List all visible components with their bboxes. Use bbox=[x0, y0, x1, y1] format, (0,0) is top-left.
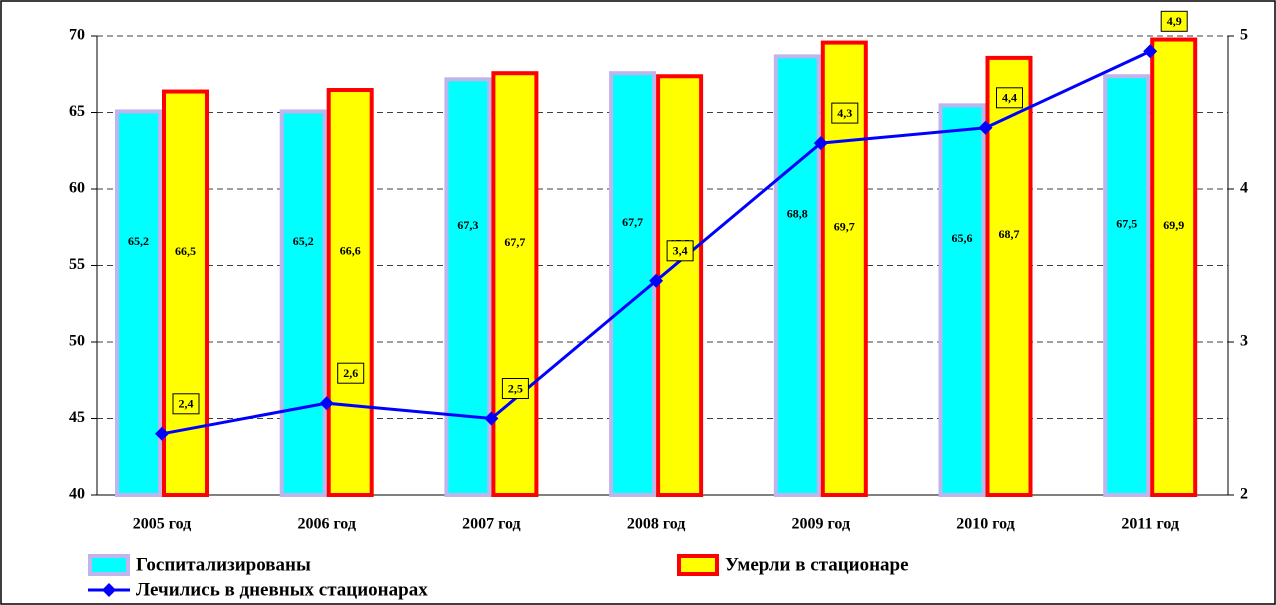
value-label-box bbox=[666, 240, 694, 262]
line-marker bbox=[484, 411, 499, 426]
bar bbox=[609, 71, 657, 497]
value-label: 68,7 bbox=[999, 227, 1020, 241]
line-marker bbox=[978, 120, 993, 135]
value-label: 66,6 bbox=[340, 243, 361, 257]
x-tick-label: 2008 год bbox=[627, 516, 686, 533]
y2-tick-label: 4 bbox=[1240, 180, 1248, 197]
bar bbox=[820, 40, 868, 498]
value-label-box bbox=[1160, 10, 1188, 32]
value-label: 65,2 bbox=[128, 234, 149, 248]
legend-label: Умерли в стационаре bbox=[725, 554, 909, 575]
x-tick-label: 2006 год bbox=[297, 516, 356, 533]
line-marker bbox=[813, 136, 828, 151]
value-label: 67,7 bbox=[622, 215, 643, 229]
bar bbox=[938, 103, 986, 497]
value-label: 68,8 bbox=[787, 206, 808, 220]
value-label-box bbox=[337, 362, 365, 384]
bar bbox=[491, 71, 539, 497]
bar bbox=[444, 77, 492, 497]
y-tick-label: 40 bbox=[69, 486, 85, 503]
x-tick-label: 2011 год bbox=[1121, 516, 1179, 533]
bar bbox=[1103, 74, 1151, 497]
value-label: 2,4 bbox=[179, 397, 194, 411]
value-label: 69,9 bbox=[1163, 218, 1184, 232]
x-tick-label: 2005 год bbox=[133, 516, 192, 533]
value-label-box bbox=[501, 378, 529, 399]
value-label: 67,7 bbox=[504, 235, 525, 249]
legend-swatch bbox=[88, 554, 130, 576]
bar bbox=[279, 109, 327, 497]
value-label: 2,6 bbox=[343, 366, 358, 380]
y-tick-label: 70 bbox=[69, 27, 85, 44]
value-label-box bbox=[172, 393, 200, 415]
value-label-box bbox=[996, 87, 1023, 109]
line-marker bbox=[1143, 44, 1158, 59]
value-label: 69,7 bbox=[834, 220, 855, 234]
legend-label: Госпитализированы bbox=[136, 554, 311, 575]
value-label: 66,5 bbox=[175, 244, 196, 258]
y-tick-label: 50 bbox=[69, 333, 85, 350]
bar bbox=[326, 88, 374, 498]
y-tick-label: 55 bbox=[69, 256, 85, 273]
y2-tick-label: 5 bbox=[1240, 27, 1248, 44]
y2-tick-label: 2 bbox=[1240, 486, 1248, 503]
value-label-box bbox=[831, 102, 859, 124]
value-label: 65,6 bbox=[952, 231, 973, 245]
line-marker bbox=[649, 273, 664, 288]
value-label: 65,2 bbox=[293, 234, 314, 248]
legend-swatch bbox=[677, 554, 719, 576]
bar bbox=[162, 89, 209, 498]
value-label: 4,3 bbox=[837, 106, 852, 120]
bar bbox=[773, 54, 821, 498]
line-marker bbox=[155, 426, 169, 441]
legend-label: Лечились в дневных стационарах bbox=[136, 579, 428, 600]
bar bbox=[1150, 37, 1198, 497]
x-tick-label: 2007 год bbox=[462, 516, 521, 533]
x-tick-label: 2010 год bbox=[956, 516, 1015, 533]
value-label: 4,9 bbox=[1167, 14, 1182, 28]
value-label: 3,4 bbox=[673, 244, 688, 258]
line-marker bbox=[319, 396, 334, 411]
value-label: 4,4 bbox=[1002, 91, 1017, 105]
value-label: 67,3 bbox=[457, 218, 478, 232]
y-tick-label: 60 bbox=[69, 180, 85, 197]
bar bbox=[656, 74, 704, 497]
value-label: 67,5 bbox=[1116, 216, 1137, 230]
bar bbox=[115, 109, 162, 497]
bar bbox=[985, 55, 1033, 497]
y-tick-label: 65 bbox=[69, 103, 85, 120]
legend-marker bbox=[102, 583, 116, 597]
value-label: 2,5 bbox=[508, 381, 523, 395]
y2-tick-label: 3 bbox=[1240, 333, 1248, 350]
x-tick-label: 2009 год bbox=[792, 516, 851, 533]
y-tick-label: 45 bbox=[69, 409, 85, 426]
